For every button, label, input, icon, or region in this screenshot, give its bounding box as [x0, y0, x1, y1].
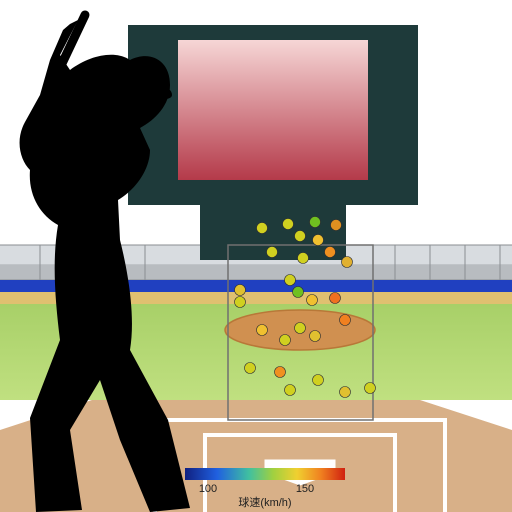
pitch-point — [280, 335, 291, 346]
legend-tick: 150 — [296, 483, 314, 495]
scoreboard-screen — [178, 40, 368, 180]
pitch-point — [330, 293, 341, 304]
pitch-point — [310, 331, 321, 342]
pitch-point — [313, 375, 324, 386]
legend-tick: 100 — [199, 483, 217, 495]
pitch-point — [245, 363, 256, 374]
pitch-point — [365, 383, 376, 394]
pitch-point — [257, 325, 268, 336]
pitch-point — [331, 220, 342, 231]
pitch-point — [340, 387, 351, 398]
pitch-location-chart: 100 150 球速(km/h) — [0, 0, 512, 512]
pitch-point — [342, 257, 353, 268]
pitch-point — [310, 217, 321, 228]
pitch-point — [313, 235, 324, 246]
pitch-point — [295, 231, 306, 242]
pitch-point — [285, 385, 296, 396]
pitch-point — [235, 297, 246, 308]
pitch-point — [295, 323, 306, 334]
pitch-point — [293, 287, 304, 298]
pitch-point — [267, 247, 278, 258]
pitch-point — [340, 315, 351, 326]
legend-colorbar — [185, 468, 345, 480]
pitch-point — [235, 285, 246, 296]
pitch-point — [307, 295, 318, 306]
legend-label: 球速(km/h) — [238, 495, 291, 509]
pitch-point — [325, 247, 336, 258]
pitch-point — [285, 275, 296, 286]
pitch-point — [298, 253, 309, 264]
pitch-point — [283, 219, 294, 230]
pitch-point — [257, 223, 268, 234]
pitch-point — [275, 367, 286, 378]
